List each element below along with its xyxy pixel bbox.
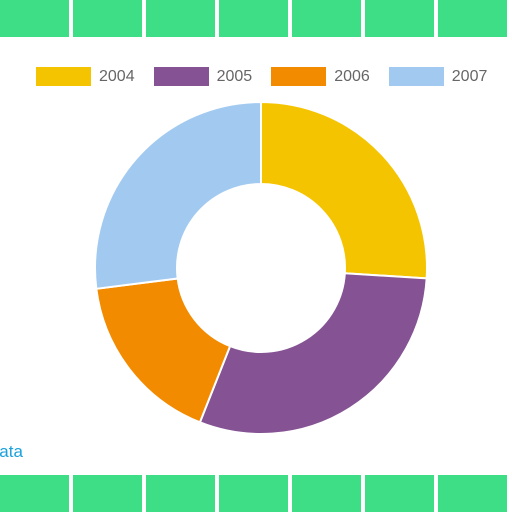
legend-label: 2005: [216, 68, 253, 85]
top-tile: [73, 0, 142, 37]
legend-label: 2006: [334, 68, 370, 85]
legend-label: 2007: [451, 68, 488, 85]
bottom-tile-bar: [0, 475, 512, 512]
bottom-tile: [365, 475, 434, 512]
chart-legend: 2004 2005 2006 2007: [36, 67, 506, 86]
slice-2005[interactable]: [198, 272, 428, 435]
bottom-tile: [0, 475, 69, 512]
data-link-label[interactable]: Data: [0, 442, 23, 461]
legend-swatch: [271, 67, 327, 86]
top-tile: [146, 0, 215, 37]
bottom-tile: [438, 475, 507, 512]
bottom-tile: [73, 475, 142, 512]
top-tile: [438, 0, 507, 37]
top-tile: [365, 0, 434, 37]
slice-2004[interactable]: [260, 100, 428, 280]
legend-swatch: [388, 67, 444, 86]
legend-item-2004[interactable]: 2004: [36, 67, 135, 86]
top-tile: [219, 0, 288, 37]
slice-2006[interactable]: [95, 277, 232, 424]
slice-2007[interactable]: [94, 100, 262, 290]
legend-item-2007[interactable]: 2007: [388, 67, 488, 86]
top-tile-bar: [0, 0, 512, 37]
legend-label: 2004: [99, 68, 135, 85]
bottom-tile: [219, 475, 288, 512]
top-tile: [0, 0, 69, 37]
legend-item-2005[interactable]: 2005: [153, 67, 253, 86]
legend-swatch: [36, 67, 91, 86]
data-link[interactable]: Data: [0, 442, 40, 462]
legend-item-2006[interactable]: 2006: [271, 67, 370, 86]
legend-swatch: [153, 67, 209, 86]
bottom-tile: [292, 475, 361, 512]
bottom-tile: [146, 475, 215, 512]
top-tile: [292, 0, 361, 37]
